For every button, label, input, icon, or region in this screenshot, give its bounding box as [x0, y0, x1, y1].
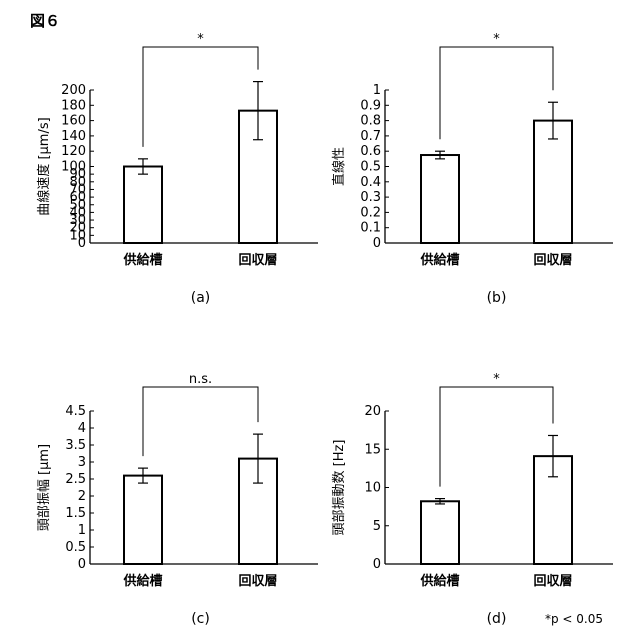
y-tick-label: 1	[78, 523, 86, 538]
bar	[420, 500, 460, 565]
y-tick-label: 3.5	[65, 438, 86, 453]
y-tick-label: 0.2	[360, 205, 381, 220]
y-tick-label: 0.5	[360, 160, 381, 175]
y-tick-label: 90	[69, 167, 86, 182]
y-axis-label: 頭部振幅 [μm]	[37, 444, 52, 531]
bar	[420, 154, 460, 244]
y-tick-label: 4	[78, 421, 86, 436]
y-tick-label: 4.5	[65, 404, 86, 419]
significance-bracket	[439, 386, 554, 487]
y-tick-label: 10	[364, 481, 381, 496]
y-tick-label: 2	[78, 489, 86, 504]
y-tick-label: 0.7	[360, 129, 381, 144]
panel-label: (b)	[487, 290, 507, 306]
significance-label: n.s.	[189, 372, 212, 387]
y-tick-label: 1	[373, 83, 381, 98]
y-axis-label: 頭部振動数 [Hz]	[332, 440, 347, 536]
y-tick-label: 60	[69, 190, 86, 205]
y-tick-label: 120	[61, 144, 86, 159]
y-tick-label: 0.6	[360, 144, 381, 159]
y-tick-label: 0	[78, 236, 86, 251]
significance-bracket	[439, 46, 554, 140]
y-tick-label: 160	[61, 114, 86, 129]
significance-label: *	[493, 372, 500, 387]
significance-label: *	[197, 32, 204, 47]
category-label: 回収層	[533, 253, 572, 268]
y-tick-label: 1.5	[65, 506, 86, 521]
y-tick-label: 140	[61, 129, 86, 144]
y-tick-label: 40	[69, 205, 86, 220]
y-axis-label: 曲線速度 [μm/s]	[36, 117, 52, 215]
y-tick-label: 0	[78, 557, 86, 572]
significance-label: *	[493, 32, 500, 47]
category-label: 供給槽	[122, 573, 162, 589]
y-axis-label: 直線性	[331, 147, 347, 186]
category-label: 回収層	[238, 253, 277, 268]
figure-label: 図６	[30, 12, 61, 30]
category-label: 供給槽	[419, 573, 459, 589]
y-tick-label: 20	[364, 404, 381, 419]
y-tick-label: 100	[61, 160, 86, 175]
y-tick-label: 180	[61, 98, 86, 113]
y-tick-label: 0	[373, 236, 381, 251]
y-tick-label: 0.3	[360, 190, 381, 205]
y-tick-label: 0.5	[65, 540, 86, 555]
y-tick-label: 3	[78, 455, 86, 470]
panel-label: (d)	[487, 611, 507, 627]
bar	[123, 474, 163, 566]
y-tick-label: 2.5	[65, 472, 86, 487]
y-tick-label: 50	[69, 198, 86, 213]
y-tick-label: 0.9	[360, 98, 381, 113]
y-tick-label: 0.4	[360, 175, 381, 190]
y-tick-label: 20	[69, 221, 86, 236]
bar	[123, 165, 163, 244]
y-tick-label: 0	[373, 557, 381, 572]
bar	[533, 119, 573, 244]
y-tick-label: 10	[69, 228, 86, 243]
y-tick-label: 0.8	[360, 114, 381, 129]
y-tick-label: 70	[69, 182, 86, 197]
significance-bracket	[142, 46, 259, 147]
panel-label: (a)	[191, 290, 211, 306]
y-tick-label: 0.1	[360, 221, 381, 236]
y-tick-label: 5	[373, 519, 381, 534]
y-tick-label: 80	[69, 175, 86, 190]
y-tick-label: 15	[364, 442, 381, 457]
y-tick-label: 200	[61, 83, 86, 98]
significance-footnote: *p < 0.05	[545, 612, 604, 626]
significance-bracket	[142, 386, 259, 457]
category-label: 回収層	[533, 574, 572, 589]
category-label: 供給槽	[419, 252, 459, 268]
panel-label: (c)	[191, 611, 210, 627]
category-label: 供給槽	[122, 252, 162, 268]
y-tick-label: 30	[69, 213, 86, 228]
category-label: 回収層	[238, 574, 277, 589]
